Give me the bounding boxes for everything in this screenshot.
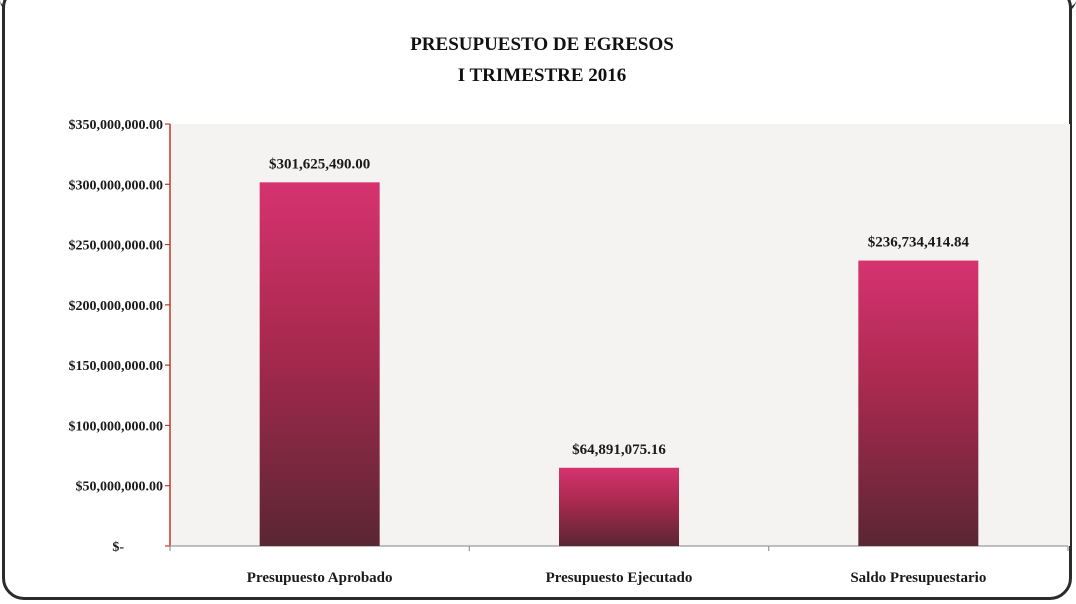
bar-value-label: $301,625,490.00	[269, 156, 370, 172]
bar	[858, 260, 979, 546]
y-tick-label: $50,000,000.00	[76, 480, 164, 495]
bar	[559, 467, 679, 546]
y-tick-label: $-	[112, 540, 124, 555]
category-label: Saldo Presupuestario	[850, 570, 986, 586]
y-tick-label: $200,000,000.00	[69, 299, 164, 314]
chart-title: PRESUPUESTO DE EGRESOS	[410, 34, 674, 55]
y-tick-label: $100,000,000.00	[69, 419, 164, 434]
bars-group: $301,625,490.00 $64,891,075.16 $236,734,41…	[259, 156, 979, 546]
category-label: Presupuesto Aprobado	[247, 570, 393, 586]
category-label: Presupuesto Ejecutado	[546, 570, 693, 586]
y-tick-label: $150,000,000.00	[69, 359, 164, 374]
y-tick-label: $250,000,000.00	[69, 239, 164, 254]
chart-subtitle: I TRIMESTRE 2016	[458, 65, 627, 86]
bar	[259, 182, 380, 546]
bar-value-label: $64,891,075.16	[572, 442, 666, 458]
y-tick-label: $300,000,000.00	[69, 178, 164, 193]
bar-value-label: $236,734,414.84	[868, 235, 970, 251]
y-tick-label: $350,000,000.00	[69, 118, 164, 133]
